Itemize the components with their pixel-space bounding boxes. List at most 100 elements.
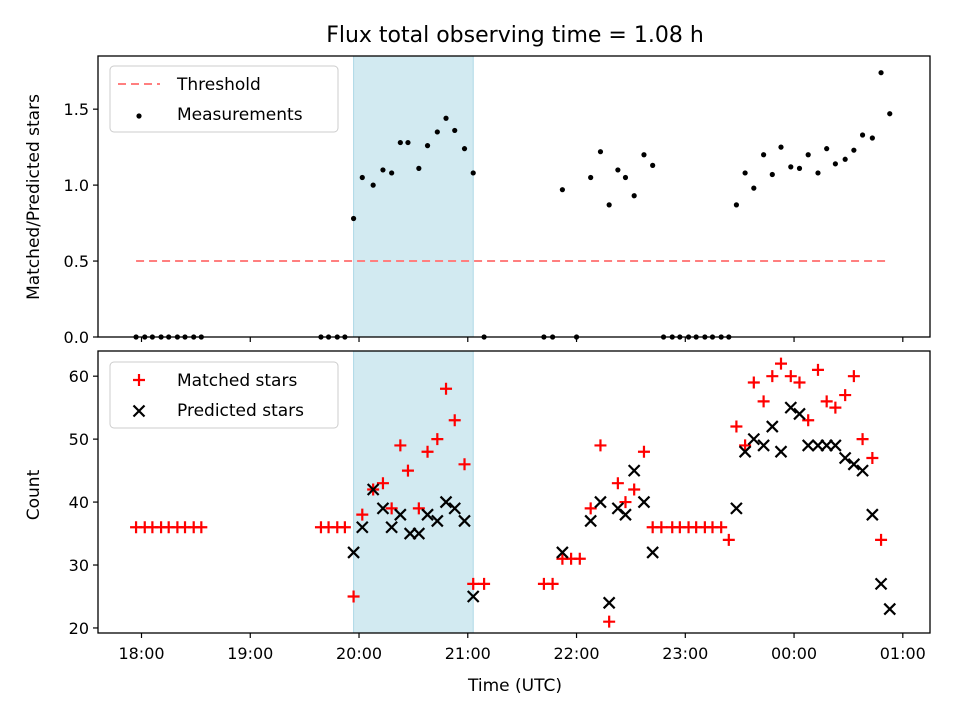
measurement-point (788, 164, 794, 170)
predicted-star-point (421, 508, 434, 521)
predicted-star-point (866, 508, 879, 521)
measurement-point (166, 334, 172, 340)
matched-star-point (739, 439, 752, 452)
measurement-point (641, 152, 647, 158)
measurement-point (588, 174, 594, 181)
measurement-point (389, 170, 395, 176)
predicted-star-point (627, 464, 641, 477)
predicted-star-point (784, 401, 798, 414)
matched-star-point (722, 533, 735, 546)
matched-star-point (347, 590, 360, 603)
predicted-star-point (385, 520, 398, 534)
matched-star-point (875, 533, 888, 546)
measurement-point (416, 165, 422, 171)
measurement-point (350, 215, 357, 222)
matched-star-point (376, 477, 389, 490)
measurement-point (318, 334, 324, 340)
observing-interval-shade (353, 55, 474, 338)
y-tick-label: 60 (69, 367, 89, 386)
predicted-star-point (730, 502, 743, 515)
ratio-panel: 0.0 0.5 1.0 1.5 Threshold Measurements (64, 55, 931, 347)
legend-box (109, 361, 339, 429)
measurement-point (397, 139, 403, 146)
predicted-star-point (376, 502, 390, 515)
measurement-point (824, 146, 830, 152)
measurement-point (149, 334, 155, 340)
legend-box (109, 65, 339, 133)
matched-star-point (573, 552, 586, 565)
predicted-star-point (847, 458, 861, 471)
matched-star-point (546, 577, 559, 590)
measurement-point (559, 187, 565, 193)
measurement-point (191, 334, 197, 340)
matched-star-point (628, 483, 641, 496)
predicted-star-point (466, 590, 480, 603)
matched-star-point (394, 439, 407, 452)
measurement-point (650, 162, 656, 168)
matched-star-point (829, 401, 842, 414)
measurement-point (778, 144, 784, 150)
measurement-point (541, 334, 547, 340)
measurement-point (443, 115, 449, 121)
matched-star-point (655, 521, 668, 534)
predicted-star-point (801, 439, 815, 452)
measurement-point (470, 170, 476, 176)
matched-star-point (715, 521, 728, 534)
matched-star-point (757, 395, 770, 408)
matched-star-point (478, 577, 491, 590)
matched-star-point (811, 363, 824, 376)
predicted-star-point (874, 577, 888, 591)
measurement-point (334, 334, 340, 340)
predicted-star-point (766, 420, 779, 433)
measurement-point (359, 174, 365, 181)
measurement-point (452, 127, 458, 134)
predicted-star-point (458, 514, 471, 528)
x-tick-label: 23:00 (662, 644, 708, 663)
legend-matched-label: Matched stars (177, 371, 297, 391)
measurement-point (815, 170, 821, 176)
matched-star-point (784, 370, 797, 383)
legend-predicted-label: Predicted stars (177, 401, 304, 421)
measurement-point (733, 202, 740, 208)
legend-predicted-swatch (132, 404, 146, 418)
x-tick-label: 19:00 (227, 644, 273, 663)
matched-star-point (793, 376, 806, 389)
matched-star-point (802, 414, 815, 427)
measurement-point (677, 334, 683, 340)
matched-star-point (637, 445, 650, 458)
measurement-point (133, 334, 139, 340)
measurement-point (405, 139, 411, 146)
measurement-point (158, 334, 164, 340)
matched-star-point (856, 433, 869, 446)
predicted-star-point (431, 514, 444, 528)
measurement-point (709, 334, 716, 340)
axes-frame (97, 55, 931, 338)
measurement-point (424, 143, 431, 149)
matched-star-point (730, 420, 743, 433)
predicted-star-point (412, 527, 426, 540)
predicted-star-point (448, 502, 462, 515)
matched-star-point (866, 452, 879, 465)
legend-measurement-swatch (136, 113, 142, 119)
matched-star-point (584, 502, 597, 515)
measurement-point (878, 70, 884, 76)
measurement-point (182, 334, 188, 340)
matched-star-point (412, 502, 425, 515)
predicted-star-point (829, 439, 842, 452)
predicted-star-point (347, 546, 360, 559)
predicted-star-point (584, 514, 597, 528)
x-tick-label: 20:00 (336, 644, 382, 663)
axes-frame (97, 350, 931, 634)
matched-star-point (619, 496, 632, 509)
x-tick-label: 22:00 (553, 644, 599, 663)
legend-threshold-label: Threshold (176, 75, 261, 95)
legend-matched-swatch (133, 374, 145, 386)
predicted-star-point (439, 495, 453, 509)
measurement-point (550, 334, 556, 340)
x-tick-label: 01:00 (880, 644, 926, 663)
measurement-point (751, 185, 757, 191)
measurement-point (742, 170, 748, 176)
matched-star-point (385, 502, 398, 515)
measurement-point (615, 167, 621, 173)
